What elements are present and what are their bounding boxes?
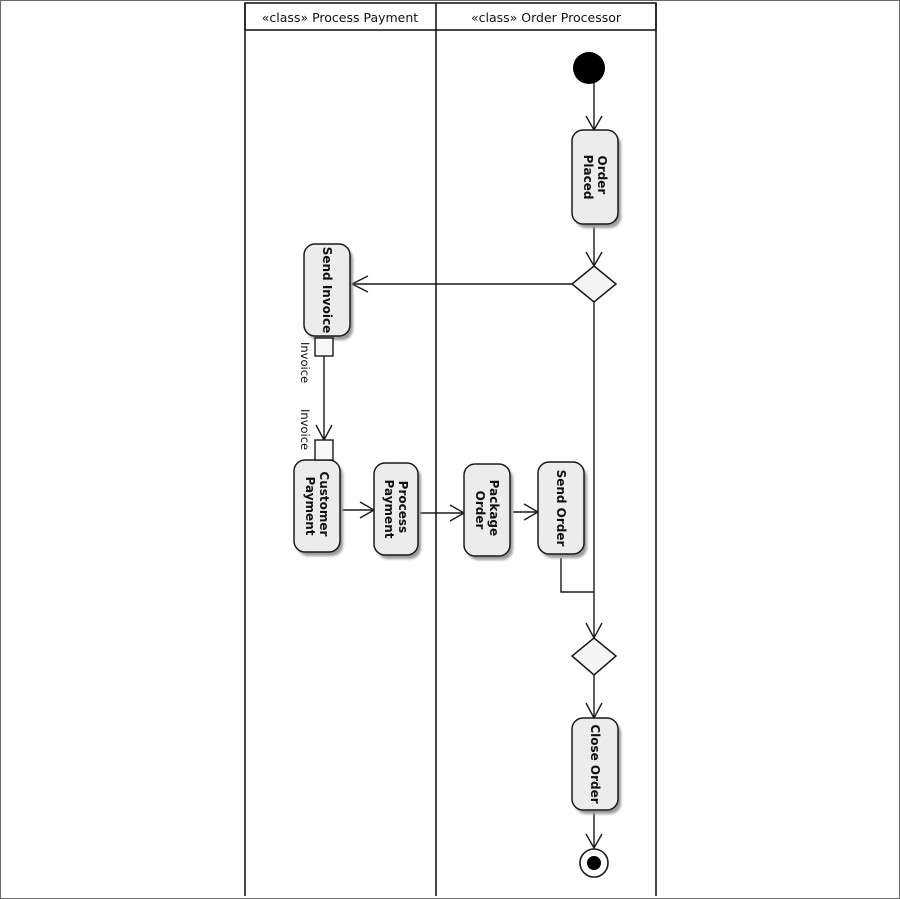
action-package-order: Package Order — [463, 463, 513, 560]
send-invoice-label: Send Invoice — [320, 247, 334, 334]
package-order-label-line1: Package — [487, 480, 501, 537]
swimlane-title-order-processor: «class» Order Processor — [471, 10, 622, 25]
action-customer-payment: Customer Payment — [293, 459, 343, 556]
invoice-output-pin — [314, 337, 334, 357]
swimlane-title-process-payment: «class» Process Payment — [262, 10, 419, 25]
action-send-order: Send Order — [537, 461, 587, 558]
svg-text:Send Order: Send Order — [554, 470, 568, 547]
order-placed-label-line1: Order — [595, 156, 609, 195]
arrowhead — [585, 833, 603, 850]
swimlane-header — [244, 2, 657, 31]
action-close-order: Close Order — [571, 717, 621, 814]
decision-node — [570, 265, 618, 303]
order-placed-label-line2: Placed — [581, 155, 595, 200]
svg-text:Close Order: Close Order — [588, 724, 602, 803]
merge-node — [570, 637, 618, 676]
action-order-placed: Order Placed — [571, 129, 621, 228]
initial-node — [573, 52, 605, 84]
customer-payment-label-line1: Customer — [317, 471, 331, 536]
process-payment-label-line2: Payment — [382, 480, 396, 539]
process-payment-label-line1: Process — [396, 481, 410, 534]
svg-text:Process Payment: Process Payment — [382, 480, 410, 539]
action-send-invoice: Send Invoice — [303, 243, 353, 340]
svg-text:Send Invoice: Send Invoice — [320, 247, 334, 334]
activity-final-node — [579, 848, 609, 878]
customer-payment-label-line2: Payment — [303, 477, 317, 536]
svg-text:Order Placed: Order Placed — [581, 155, 609, 200]
svg-text:Package Order: Package Order — [473, 480, 501, 541]
package-order-label-line2: Order — [473, 491, 487, 530]
invoice-input-pin — [314, 439, 334, 461]
action-process-payment: Process Payment — [373, 462, 421, 559]
flow-send-order-to-merge — [560, 558, 594, 593]
send-order-label: Send Order — [554, 470, 568, 547]
invoice-input-pin-label: Invoice — [298, 409, 312, 450]
svg-text:Customer Payment: Customer Payment — [303, 471, 331, 540]
invoice-output-pin-label: Invoice — [298, 342, 312, 383]
swimlanes: «class» Process Payment «class» Order Pr… — [244, 2, 657, 896]
close-order-label: Close Order — [588, 724, 602, 803]
